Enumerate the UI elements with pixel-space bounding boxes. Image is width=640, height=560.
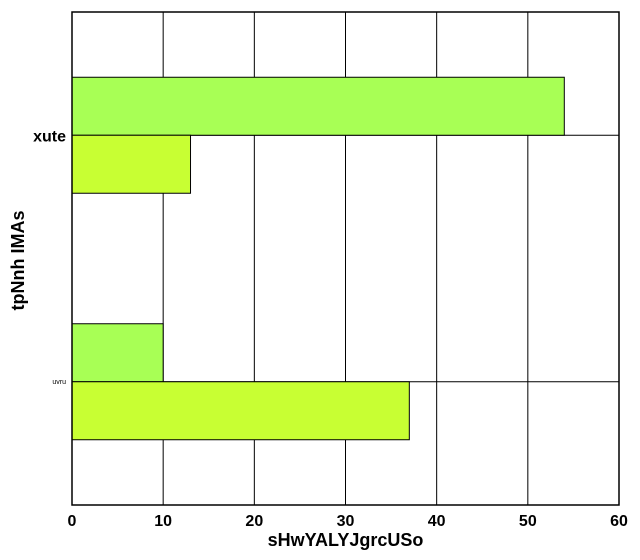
y-axis-title: tpNnh IMAs	[8, 211, 28, 311]
x-tick-label: 10	[154, 513, 172, 530]
bar-series1-uvru	[71, 323, 164, 383]
y-category-label: xute	[33, 128, 66, 145]
x-tick-label: 40	[428, 513, 446, 530]
bar-series1-xute	[71, 76, 565, 136]
x-tick-label: 60	[610, 513, 628, 530]
bar-series2-xute	[71, 134, 192, 194]
x-tick-label: 30	[337, 513, 355, 530]
x-tick-label: 50	[519, 513, 537, 530]
y-category-labels: xute uvru	[33, 128, 66, 386]
y-category-label: uvru	[52, 379, 66, 386]
bar-series2-uvru	[71, 381, 410, 441]
x-tick-label: 20	[245, 513, 263, 530]
x-tick-labels: 0 10 20 30 40 50 60	[68, 513, 628, 530]
x-axis-title: sHwYALYJgrcUSo	[268, 530, 424, 550]
x-tick-label: 0	[68, 513, 77, 530]
bars	[71, 76, 565, 441]
plot-frame	[71, 11, 620, 506]
